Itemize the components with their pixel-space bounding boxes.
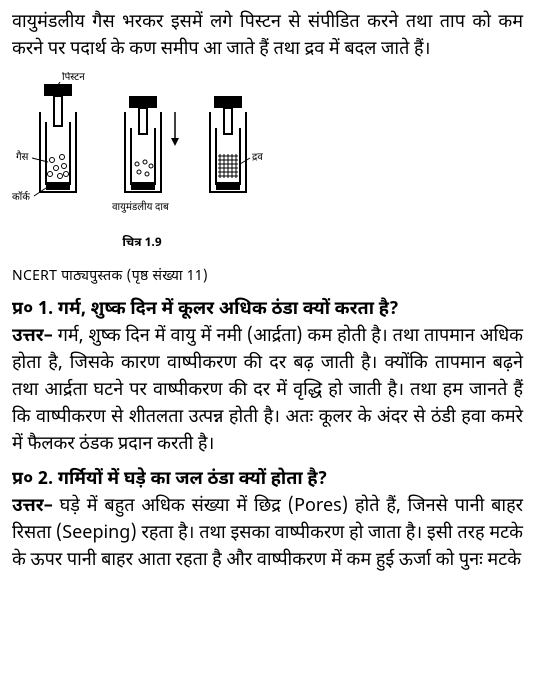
section-heading: NCERT पाठ्यपुस्तक (पृष्ठ संख्या 11) — [12, 266, 523, 287]
label-pressure: वायुमंडलीय दाब — [112, 201, 169, 215]
label-liquid: द्रव — [252, 152, 263, 165]
q1-ans-label: उत्तर– — [12, 326, 53, 349]
label-gas: गैस — [16, 151, 29, 165]
q2-label: प्र० 2. — [12, 469, 53, 492]
piston-diagram-svg: पिस्टन गैस कॉर्क वायुमंडलीय दाब द्रव — [12, 72, 272, 222]
q1-answer: गर्म, शुष्क दिन में वायु में नमी (आर्द्र… — [12, 326, 523, 457]
label-cork: कॉर्क — [12, 191, 30, 205]
q1-label: प्र० 1. — [12, 299, 53, 322]
label-piston: पिस्टन — [62, 72, 85, 85]
q2-question: गर्मियों में घड़े का जल ठंडा क्यों होता … — [58, 469, 327, 492]
q2-ans-label: उत्तर– — [12, 496, 53, 519]
intro-paragraph: वायुमंडलीय गैस भरकर इसमें लगे पिस्टन से … — [12, 10, 523, 64]
q1-question: गर्म, शुष्क दिन में कूलर अधिक ठंडा क्यों… — [58, 299, 399, 322]
question-2: प्र० 2. गर्मियों में घड़े का जल ठंडा क्य… — [12, 467, 523, 575]
figure-caption: चित्र 1.9 — [12, 234, 272, 252]
q2-answer: घड़े में बहुत अधिक संख्या में छिद्र (Por… — [12, 496, 523, 573]
question-1: प्र० 1. गर्म, शुष्क दिन में कूलर अधिक ठं… — [12, 297, 523, 459]
figure-1-9: पिस्टन गैस कॉर्क वायुमंडलीय दाब द्रव चित… — [12, 72, 523, 252]
